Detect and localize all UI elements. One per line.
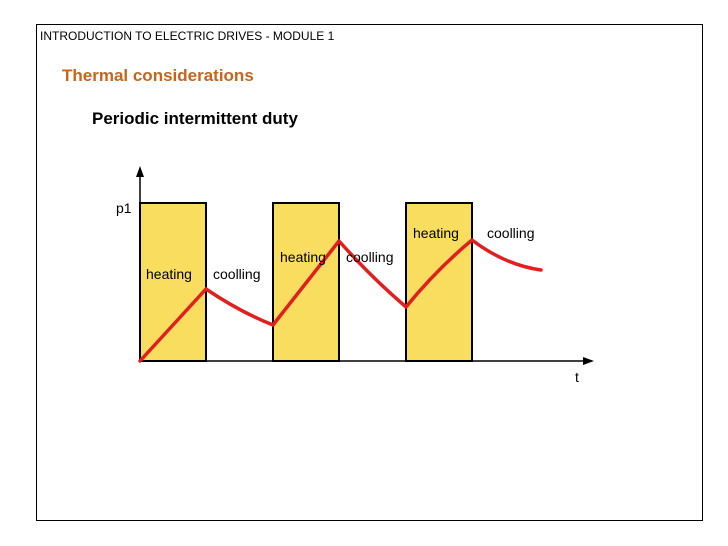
cooling-label-3: coolling [487,225,534,241]
diagram-subtitle: Periodic intermittent duty [92,109,298,128]
y-axis-label: p1 [116,200,132,216]
heating-label-1: heating [146,266,192,282]
cooling-label-2: coolling [346,249,393,265]
heating-block-1 [139,202,207,362]
x-axis-arrow-icon [583,357,594,365]
section-title: Thermal considerations [62,66,254,85]
y-axis-arrow-icon [136,166,144,177]
heating-label-3: heating [413,225,459,241]
heating-label-2: heating [280,249,326,265]
x-axis-label: t [575,369,579,385]
cooling-label-1: coolling [213,266,260,282]
slide-header: INTRODUCTION TO ELECTRIC DRIVES - MODULE… [40,29,335,43]
temperature-curve [138,238,543,363]
slide-frame [36,24,703,521]
heating-block-3 [405,202,473,362]
